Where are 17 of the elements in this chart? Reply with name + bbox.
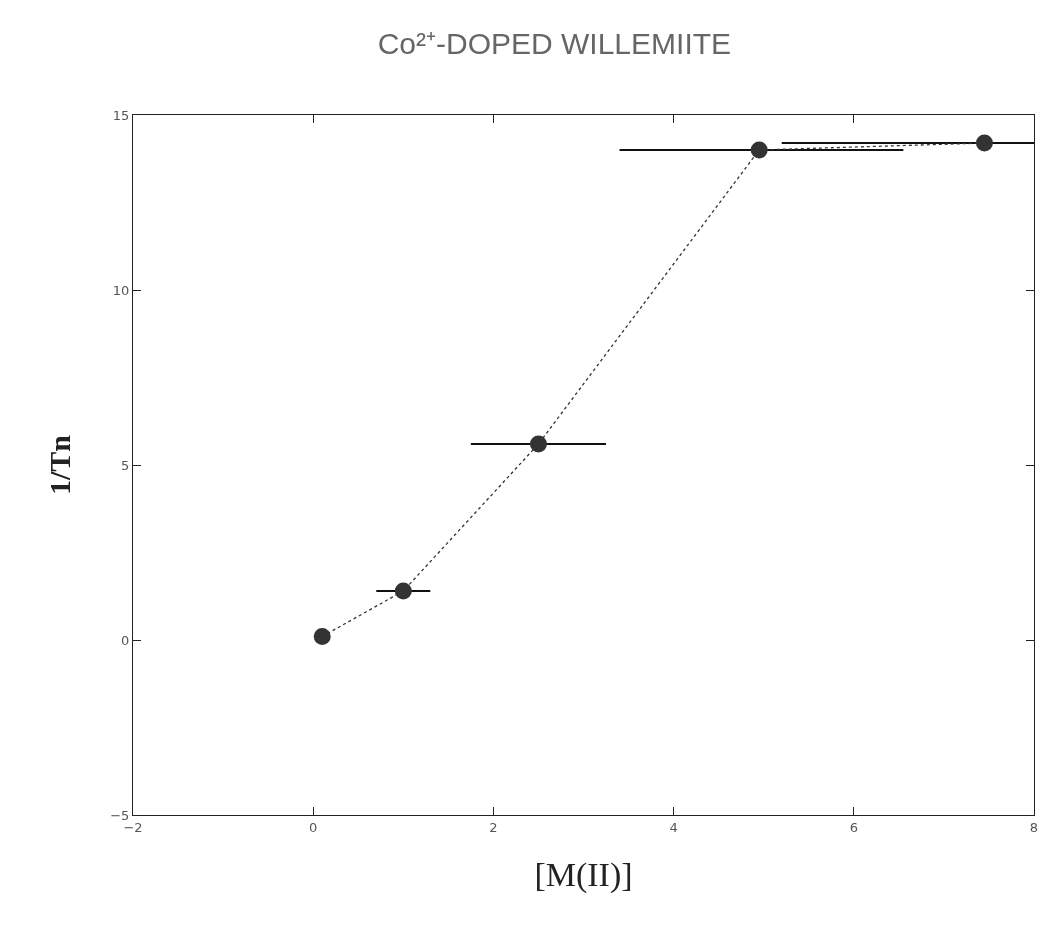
point (975, 134, 993, 152)
x-tick-label: 0 (309, 819, 318, 835)
x-tick-label: 6 (849, 819, 858, 835)
point (313, 628, 331, 645)
y-tick-label: 15 (112, 107, 130, 123)
x-tick-label: 8 (1029, 819, 1039, 835)
point (394, 582, 412, 600)
point (529, 435, 547, 453)
x-axis-title: [M(II)] (534, 856, 633, 894)
x-tick-label: 4 (669, 819, 678, 835)
point (750, 141, 768, 159)
y-axis-title: 1/Tn (43, 434, 77, 496)
y-tick-label: 5 (121, 457, 130, 473)
y-tick-label: 10 (112, 282, 130, 298)
y-tick-label: 0 (121, 632, 130, 648)
x-tick-label: 2 (489, 819, 498, 835)
chart-title: Co²⁺-DOPED WILLEMIITE (377, 26, 732, 60)
